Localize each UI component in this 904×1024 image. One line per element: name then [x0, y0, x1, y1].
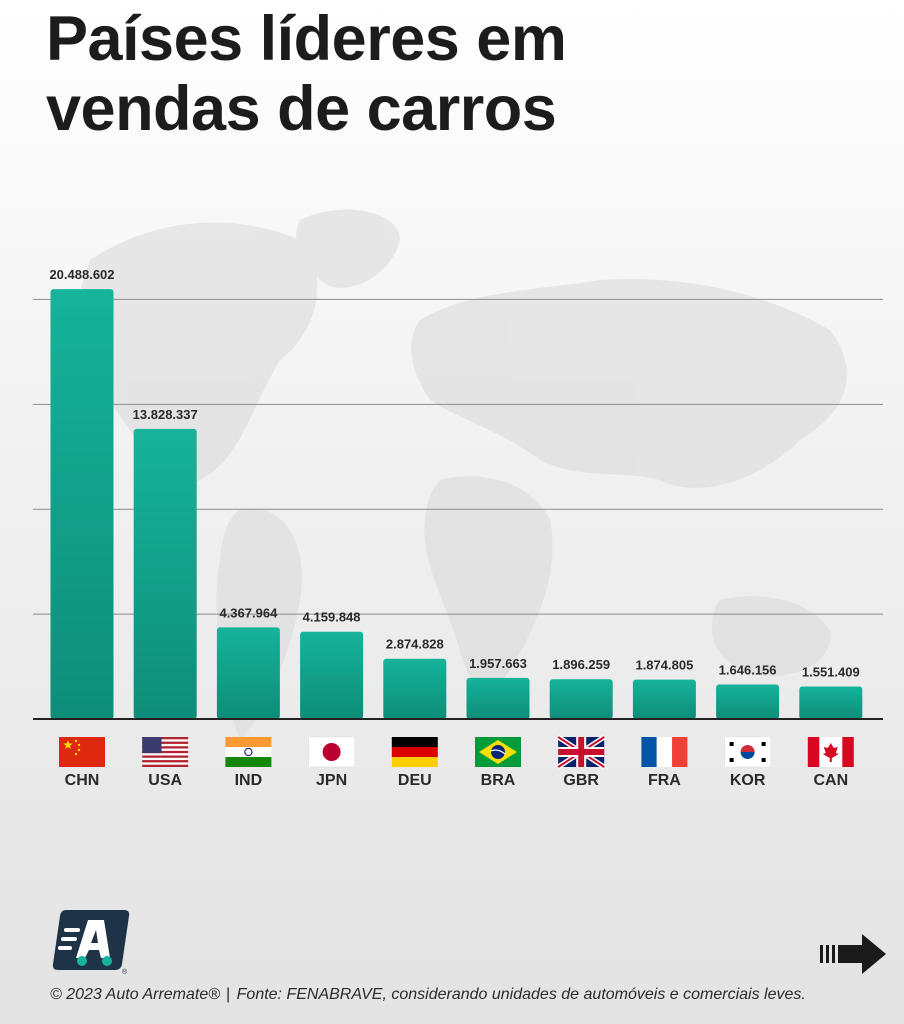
flag-france-icon — [641, 737, 688, 767]
category-label: JPN — [316, 772, 347, 789]
bar-can — [799, 686, 863, 719]
copyright-text: © 2023 Auto Arremate® — [50, 986, 221, 1003]
footer-separator: | — [226, 986, 231, 1003]
flag-japan-icon — [308, 736, 355, 768]
title-line-1: Países líderes em — [46, 4, 567, 74]
category-label: FRA — [648, 772, 681, 789]
footer: © 2023 Auto Arremate® | Fonte: FENABRAVE,… — [50, 986, 890, 1004]
flag-germany-icon — [391, 737, 438, 767]
value-label: 4.367.964 — [219, 605, 278, 620]
next-arrow-icon[interactable] — [818, 932, 888, 976]
value-label: 1.874.805 — [635, 658, 693, 673]
category-label: IND — [235, 772, 263, 789]
value-label: 2.874.828 — [386, 637, 444, 652]
registered-mark: ® — [122, 968, 128, 976]
flag-india-icon — [225, 737, 272, 767]
category-label: CAN — [813, 772, 848, 789]
category-label: GBR — [563, 772, 599, 789]
bar-bra — [466, 677, 530, 719]
flag-china-icon — [59, 737, 105, 767]
source-text: Fonte: FENABRAVE, considerando unidades … — [236, 986, 806, 1003]
bar-usa — [133, 428, 197, 719]
category-labels: CHN USA IND JPN DEU BRA GBR FRA KOR CAN — [65, 772, 848, 789]
category-label: DEU — [398, 772, 432, 789]
bar-chn — [50, 289, 114, 719]
value-label: 1.896.259 — [552, 657, 610, 672]
category-label: BRA — [481, 772, 516, 789]
flags — [59, 734, 854, 770]
bar-jpn — [300, 631, 364, 719]
value-label: 13.828.337 — [133, 407, 198, 422]
flag-brazil-icon — [475, 737, 521, 767]
bar-deu — [383, 658, 447, 719]
flag-south-korea-icon — [724, 736, 771, 768]
value-label: 4.159.848 — [303, 610, 361, 625]
bars — [50, 289, 863, 719]
value-label: 20.488.602 — [49, 267, 114, 282]
auto-arremate-logo-icon: ® — [52, 910, 130, 976]
value-label: 1.551.409 — [802, 664, 860, 679]
bar-ind — [216, 627, 280, 719]
flag-usa-icon — [142, 737, 189, 767]
world-map-background — [79, 209, 847, 740]
value-label: 1.957.663 — [469, 656, 527, 671]
value-labels: 20.488.602 13.828.337 4.367.964 4.159.848 2.… — [49, 267, 859, 679]
bar-gbr — [549, 679, 613, 719]
category-label: CHN — [65, 772, 100, 789]
value-label: 1.646.156 — [719, 662, 777, 677]
bar-fra — [632, 679, 696, 719]
bar-kor — [716, 684, 780, 719]
page-title: Países líderes em vendas de carros — [46, 4, 866, 144]
category-label: USA — [148, 772, 182, 789]
category-label: KOR — [730, 772, 766, 789]
title-line-2: vendas de carros — [46, 74, 557, 144]
flag-uk-icon — [556, 734, 606, 770]
flag-canada-icon — [807, 737, 854, 767]
